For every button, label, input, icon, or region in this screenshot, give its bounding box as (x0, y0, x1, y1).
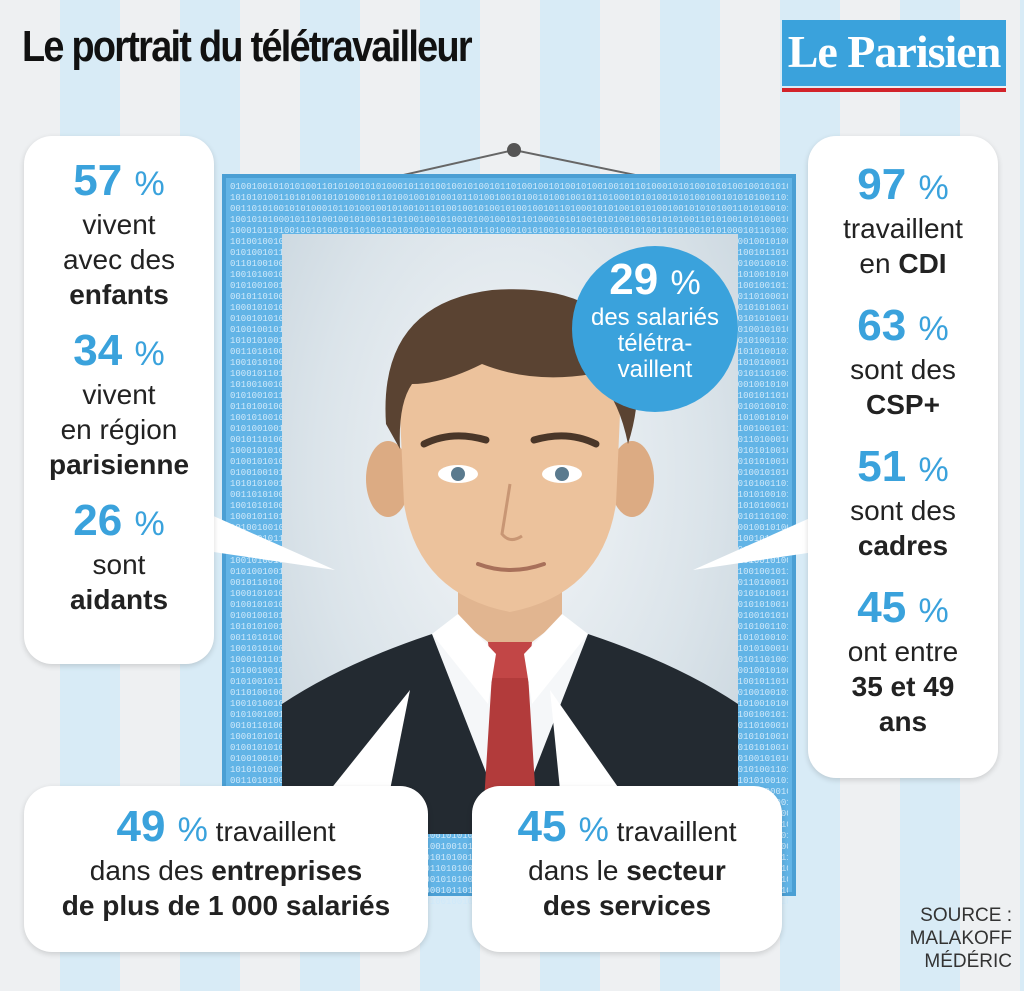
stat-symbol: % (134, 335, 165, 373)
left-stats-card: 57 % vivent avec des enfants 34 % vivent… (24, 136, 214, 664)
stat-value: 51 (857, 442, 907, 491)
binary-row: 1000101101001001010010110100100101001010… (230, 226, 788, 236)
stat-text: travaillent (608, 816, 737, 847)
stat-bold: parisienne (48, 449, 190, 480)
stat-bold: aidants (69, 584, 169, 615)
binary-row: 1010101001101010010101000101101001001010… (230, 193, 788, 203)
stat-value: 45 (857, 583, 907, 632)
bottom-left-stats-card: 49 % travaillent dans des entreprises de… (24, 786, 428, 952)
telework-share-bubble: 29 % des salariés télétra- vaillent (572, 246, 738, 412)
stat-value: 49 (116, 802, 166, 851)
bottom-right-pointer (550, 690, 620, 790)
stat-value: 97 (857, 160, 907, 209)
source-line: MALAKOFF (909, 928, 1012, 949)
binary-row: 1001010100010110100100101001011010010010… (230, 215, 788, 225)
stat-symbol: % (918, 451, 949, 489)
stat-value: 57 (73, 156, 123, 205)
frame-wire (390, 143, 650, 179)
stat-text: travaillent (207, 816, 336, 847)
stat-bold: de plus de 1 000 salariés (61, 890, 391, 921)
left-card-pointer (200, 510, 335, 570)
stat-bold: enfants (69, 279, 169, 310)
stat-bold: ans (878, 706, 928, 737)
stat-symbol: % (918, 310, 949, 348)
stat-text: dans des (89, 855, 212, 886)
stat-text: sont des (850, 354, 956, 385)
bubble-line: vaillent (617, 356, 693, 383)
stat-text: en (859, 248, 899, 279)
stat-value: 26 (73, 496, 123, 545)
stat-value: 34 (73, 326, 123, 375)
stat-text: dans le (528, 855, 627, 886)
source-note: SOURCE : MALAKOFF MÉDÉRIC (862, 904, 1012, 973)
binary-row: 0100100101010100110101001010100010110100… (230, 182, 788, 192)
stat-bold: CSP+ (866, 389, 940, 420)
stat-text: sont (92, 549, 146, 580)
stat-bold: cadres (857, 530, 949, 561)
stat-text: en région (60, 414, 178, 445)
stat-symbol: % (134, 165, 165, 203)
right-stats-card: 97 % travaillent en CDI 63 % sont des CS… (808, 136, 998, 778)
binary-row: 0011010100101010001011010010010100101101… (230, 204, 788, 214)
stat-text: avec des (62, 244, 176, 275)
bubble-line: des salariés (590, 304, 720, 331)
stat-symbol: % (578, 811, 609, 849)
stat-bold: CDI (898, 248, 947, 279)
stat-value: 63 (857, 301, 907, 350)
right-card-pointer (693, 510, 828, 570)
bottom-right-stats-card: 45 % travaillent dans le secteur des ser… (472, 786, 782, 952)
page-title: Le portrait du télétravailleur (22, 22, 473, 71)
stat-value: 45 (517, 802, 567, 851)
stat-text: travaillent (843, 213, 963, 244)
stat-symbol: % (177, 811, 208, 849)
stat-text: vivent (82, 379, 156, 410)
stat-text: sont des (850, 495, 956, 526)
le-parisien-logo: Le Parisien (782, 20, 1006, 86)
bubble-value: 29 (609, 255, 659, 304)
stat-text: vivent (82, 209, 156, 240)
logo-underline (782, 88, 1006, 92)
nail-icon (507, 143, 521, 157)
stat-symbol: % (918, 592, 949, 630)
stat-text: ont entre (847, 636, 959, 667)
stat-bold: des services (542, 890, 712, 921)
bottom-left-pointer (330, 690, 410, 790)
source-line: SOURCE : (920, 905, 1012, 926)
source-line: MÉDÉRIC (924, 951, 1012, 972)
stat-bold: 35 et 49 (851, 671, 955, 702)
bubble-line: télétra- (617, 330, 693, 357)
man-illustration (282, 289, 738, 834)
stat-symbol: % (918, 169, 949, 207)
bubble-symbol: % (670, 264, 701, 302)
stat-bold: secteur (626, 855, 726, 886)
stat-symbol: % (134, 505, 165, 543)
portrait-photo (282, 234, 738, 834)
stat-bold: entreprises (211, 855, 363, 886)
